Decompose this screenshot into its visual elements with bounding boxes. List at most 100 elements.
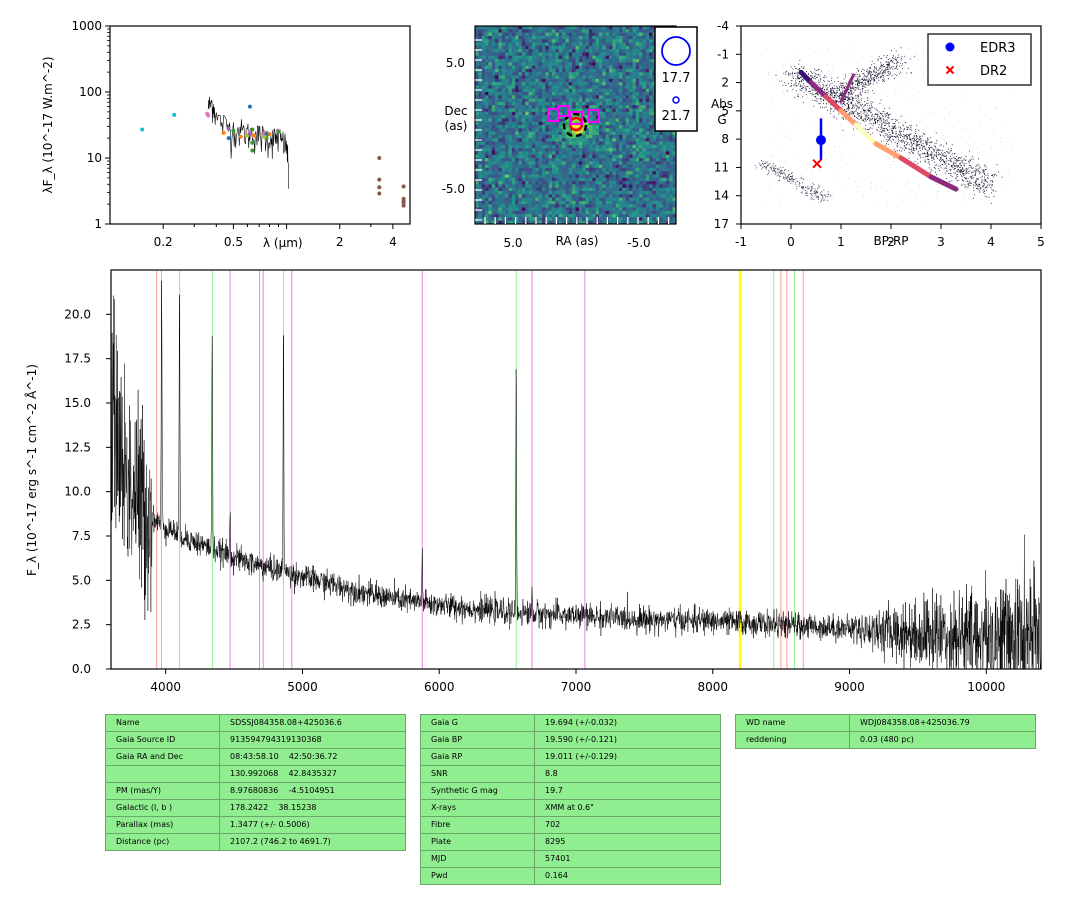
image-pixel <box>548 194 553 198</box>
image-pixel <box>538 154 543 159</box>
hr-background-star <box>979 191 981 193</box>
hr-background-star <box>940 167 942 169</box>
hr-background-star <box>860 112 862 114</box>
image-pixel <box>501 141 506 146</box>
hr-background-star <box>853 97 854 99</box>
image-pixel <box>488 154 493 159</box>
image-pixel <box>495 167 499 172</box>
image-pixel <box>669 174 673 179</box>
image-pixel <box>595 26 600 30</box>
image-pixel <box>645 62 650 66</box>
image-pixel <box>532 125 536 129</box>
hr-background-star <box>896 136 898 138</box>
image-pixel <box>652 187 657 192</box>
image-pixel <box>532 68 536 73</box>
hr-background-star <box>838 101 840 103</box>
image-pixel <box>515 59 519 63</box>
hr-background-star <box>945 151 947 153</box>
image-pixel <box>485 204 489 208</box>
image-pixel <box>662 154 667 159</box>
image-pixel <box>565 82 570 86</box>
image-pixel <box>538 177 543 182</box>
image-pixel <box>555 197 560 202</box>
image-pixel <box>532 39 536 43</box>
image-pixel <box>615 158 620 162</box>
image-pixel <box>605 35 610 40</box>
image-pixel <box>485 29 489 33</box>
hr-background-star <box>839 97 841 99</box>
image-pixel <box>481 29 486 33</box>
image-pixel <box>595 98 600 103</box>
image-pixel <box>565 151 570 155</box>
magenta-square-marker <box>588 109 600 123</box>
image-pixel <box>659 171 663 175</box>
image-pixel <box>498 95 503 99</box>
hr-background-star <box>876 110 878 111</box>
image-pixel <box>632 105 637 109</box>
hr-background-star <box>940 161 941 163</box>
hr-background-star <box>969 182 971 184</box>
image-pixel <box>572 207 576 212</box>
hr-background-star <box>967 180 969 182</box>
hr-background-star <box>930 141 932 143</box>
hr-background-star <box>934 142 936 144</box>
image-pixel <box>511 101 516 106</box>
image-pixel <box>542 184 546 188</box>
hr-background-star <box>913 141 915 143</box>
image-pixel <box>505 59 509 63</box>
image-pixel <box>495 42 499 47</box>
image-pixel <box>478 151 483 155</box>
image-pixel <box>545 217 550 221</box>
image-pixel <box>501 214 506 218</box>
image-pixel <box>568 88 573 93</box>
hr-background-star <box>983 183 985 185</box>
image-ytick-label: -5.0 <box>442 182 465 196</box>
image-pixel <box>495 118 499 122</box>
hr-background-star <box>920 153 922 155</box>
image-pixel <box>655 141 660 146</box>
image-pixel <box>562 128 566 132</box>
image-pixel <box>505 220 509 225</box>
image-pixel <box>585 49 590 53</box>
image-pixel <box>619 148 623 152</box>
image-pixel <box>548 187 553 192</box>
hr-background-star <box>910 133 912 135</box>
image-pixel <box>508 138 513 142</box>
hr-background-star <box>908 144 910 146</box>
image-pixel <box>565 181 570 185</box>
image-pixel <box>505 161 509 165</box>
hr-background-star <box>888 136 890 138</box>
image-pixel <box>612 115 617 119</box>
image-pixel <box>639 45 643 50</box>
image-pixel <box>515 62 519 66</box>
image-pixel <box>481 167 486 172</box>
hr-background-star <box>968 167 970 169</box>
image-pixel <box>635 197 640 202</box>
image-pixel <box>481 177 486 182</box>
image-pixel <box>619 171 623 175</box>
image-pixel <box>612 167 617 172</box>
image-pixel <box>575 204 580 208</box>
image-pixel <box>568 167 573 172</box>
image-pixel <box>528 92 533 96</box>
image-pixel <box>568 164 573 169</box>
image-pixel <box>609 108 613 113</box>
image-pixel <box>585 72 590 76</box>
image-pixel <box>639 184 643 188</box>
image-pixel <box>505 68 509 73</box>
image-pixel <box>478 174 483 179</box>
image-pixel <box>495 55 499 60</box>
image-pixel <box>612 174 617 179</box>
image-pixel <box>629 207 633 212</box>
image-pixel <box>602 115 606 119</box>
image-pixel <box>632 75 637 80</box>
image-pixel <box>625 210 630 215</box>
hr-background-star <box>935 174 937 176</box>
hr-background-star <box>838 113 840 115</box>
hr-background-star <box>850 113 852 115</box>
image-pixel <box>528 52 533 56</box>
image-pixel <box>542 177 546 182</box>
image-pixel <box>629 98 633 103</box>
image-pixel <box>645 187 650 192</box>
image-pixel <box>645 210 650 215</box>
